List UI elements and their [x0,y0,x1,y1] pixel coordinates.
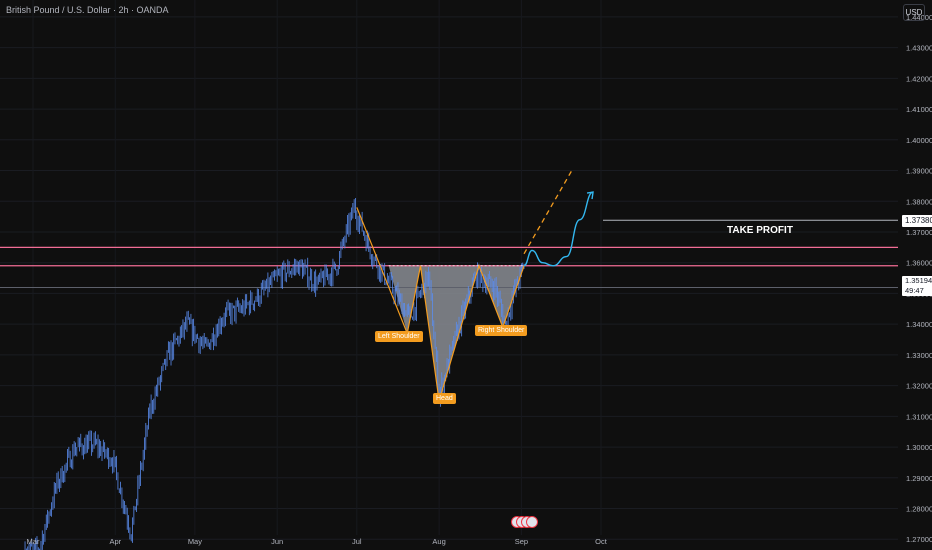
y-tick-label-3: 1.30000 [906,443,932,452]
x-tick-label-3: Jun [271,537,283,546]
x-tick-label-2: May [188,537,202,546]
y-tick-label-15: 1.42000 [906,74,932,83]
y-tick-label-16: 1.43000 [906,44,932,53]
y-tick-label-14: 1.41000 [906,105,932,114]
right-shoulder-label: Right Shoulder [475,325,528,336]
y-tick-label-9: 1.36000 [906,259,932,268]
y-tick-label-17: 1.44000 [906,13,932,22]
current-price-value: 1.35194 [905,276,932,285]
y-tick-label-13: 1.40000 [906,136,932,145]
y-tick-label-2: 1.29000 [906,474,932,483]
price-candles [24,198,525,550]
y-tick-label-1: 1.28000 [906,505,932,514]
economic-events-icon[interactable] [511,516,541,528]
projection-paths [523,170,594,267]
take-profit-price-tag: 1.37380 [902,215,932,227]
left-shoulder-label: Left Shoulder [375,331,423,342]
projection-dashed [523,170,573,255]
y-tick-label-6: 1.33000 [906,351,932,360]
y-tick-label-5: 1.32000 [906,382,932,391]
y-tick-label-10: 1.37000 [906,228,932,237]
x-tick-label-7: Oct [595,537,608,546]
y-tick-label-7: 1.34000 [906,320,932,329]
x-tick-label-5: Aug [432,537,445,546]
x-tick-label-4: Jul [352,537,362,546]
x-tick-label-0: Mar [27,537,40,546]
y-tick-label-0: 1.27000 [906,535,932,544]
current-price-tag: 1.35194 49:47 [902,276,932,296]
price-levels [0,219,898,288]
x-tick-label-1: Apr [109,537,121,546]
head-label: Head [433,393,456,404]
y-tick-label-11: 1.38000 [906,197,932,206]
y-tick-label-12: 1.39000 [906,167,932,176]
bar-countdown: 49:47 [905,286,924,295]
projection-curve [523,191,594,267]
take-profit-label: TAKE PROFIT [727,225,793,236]
y-tick-label-4: 1.31000 [906,412,932,421]
currency-button[interactable]: USD [903,4,925,21]
x-tick-label-6: Sep [515,537,528,546]
symbol-title: British Pound / U.S. Dollar · 2h · OANDA [6,5,169,15]
time-axis: Mar Apr May Jun Jul Aug Sep Oct [27,537,608,546]
projection-arrowhead [586,191,594,200]
